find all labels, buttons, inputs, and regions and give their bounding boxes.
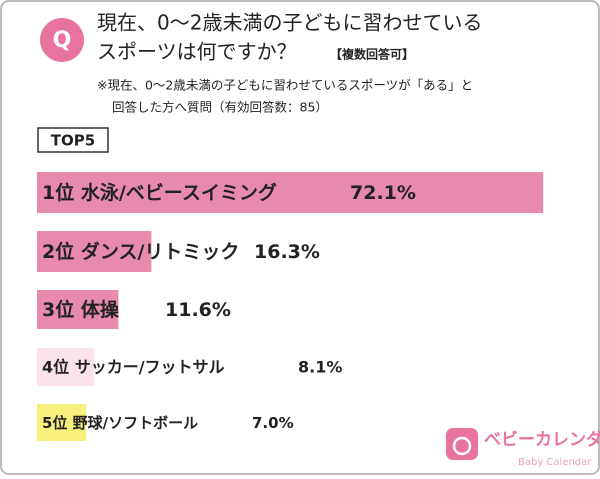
q-letter: Q: [53, 28, 72, 53]
value-label: 11.6%: [165, 299, 231, 321]
subtitle: TOP5: [51, 132, 95, 150]
value-label: 8.1%: [298, 358, 342, 377]
category-label: 5位 野球/ソフトボール: [42, 414, 198, 432]
logo-name: ベビーカレンダー: [484, 429, 600, 450]
logo-sub: Baby Calendar: [518, 457, 592, 468]
value-label: 72.1%: [350, 182, 416, 204]
title-note: 【複数回答可】: [330, 47, 414, 62]
value-label: 16.3%: [254, 241, 320, 263]
title: スポーツは何ですか？: [97, 40, 297, 64]
category-label: 2位 ダンス/リトミック: [42, 240, 239, 263]
note: ※現在、0〜2歳未満の子どもに習わせているスポーツが「ある」と: [97, 78, 473, 93]
value-label: 7.0%: [252, 414, 294, 432]
title: 現在、0〜2歳未満の子どもに習わせている: [97, 11, 482, 35]
logo-icon-mark: [452, 436, 472, 456]
bar: [37, 231, 152, 272]
logo-icon: [446, 428, 478, 460]
bar: [37, 290, 119, 329]
category-label: 1位 水泳/ベビースイミング: [42, 181, 277, 204]
logo: ベビーカレンダー Baby Calendar: [446, 428, 600, 468]
category-label: 4位 サッカー/フットサル: [42, 358, 225, 377]
note: 回答した方へ質問（有効回答数：85）: [112, 100, 328, 115]
bar: [37, 404, 87, 441]
bar: [37, 348, 94, 386]
q-badge: [40, 18, 84, 62]
top-box: [37, 127, 109, 153]
bar: [37, 172, 544, 213]
category-label: 3位 体操: [42, 298, 120, 321]
